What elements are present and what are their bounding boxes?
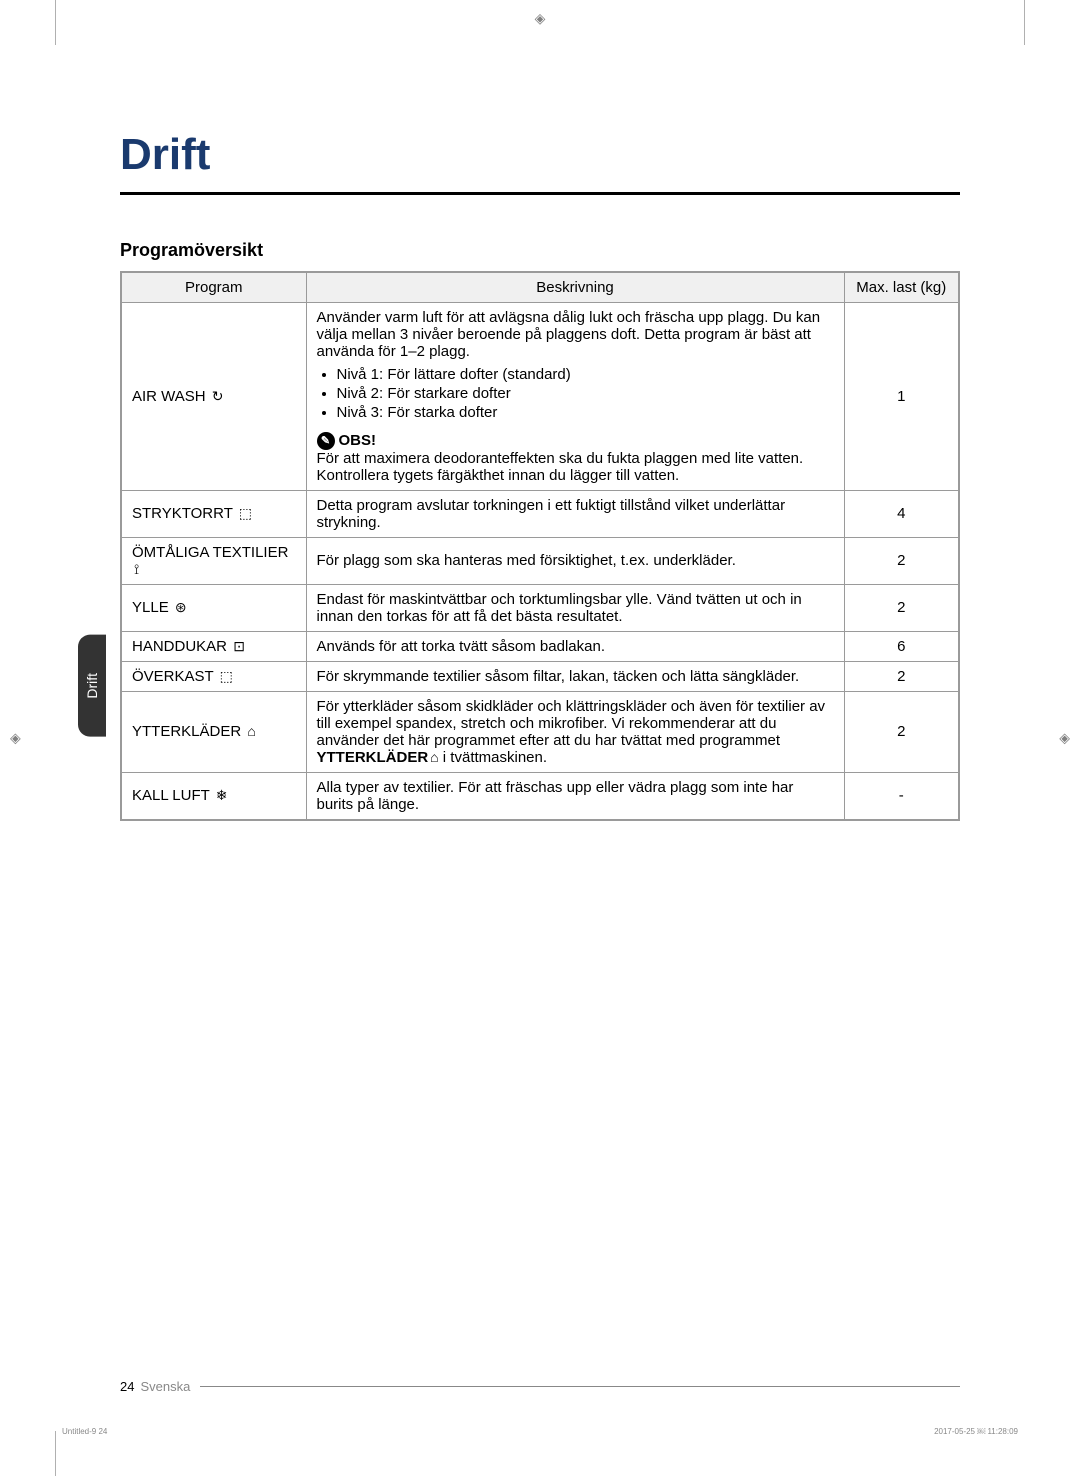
desc-bold: YTTERKLÄDER bbox=[317, 749, 429, 766]
page-number: 24 bbox=[120, 1379, 134, 1394]
list-item: Nivå 3: För starka dofter bbox=[337, 404, 834, 421]
air-wash-icon: ↻ bbox=[212, 388, 224, 405]
program-name: KALL LUFT bbox=[132, 787, 210, 804]
note-text: För att maximera deodoranteffekten ska d… bbox=[317, 450, 834, 484]
program-name: STRYKTORRT bbox=[132, 505, 233, 522]
footer-divider bbox=[200, 1386, 960, 1387]
table-header-row: Program Beskrivning Max. last (kg) bbox=[121, 272, 959, 303]
level-list: Nivå 1: För lättare dofter (standard) Ni… bbox=[337, 366, 834, 421]
note-label-text: OBS! bbox=[339, 432, 377, 449]
max-load-cell: - bbox=[844, 772, 959, 820]
desc-part1: För ytterkläder såsom skidkläder och klä… bbox=[317, 698, 826, 749]
delicate-icon: ⟟ bbox=[134, 561, 139, 578]
program-name: ÖVERKAST bbox=[132, 668, 213, 685]
crop-line bbox=[1024, 0, 1025, 45]
description-cell: Endast för maskintvättbar och torktumlin… bbox=[306, 584, 844, 631]
max-load-cell: 2 bbox=[844, 584, 959, 631]
program-name: AIR WASH bbox=[132, 388, 206, 405]
program-name-cell: HANDDUKAR ⊡ bbox=[121, 631, 306, 661]
list-item: Nivå 1: För lättare dofter (standard) bbox=[337, 366, 834, 383]
crop-mark-icon: ◈ bbox=[1059, 730, 1070, 747]
table-row: YTTERKLÄDER ⌂ För ytterkläder såsom skid… bbox=[121, 691, 959, 772]
description-cell: För plagg som ska hanteras med försiktig… bbox=[306, 537, 844, 584]
program-name-cell: ÖMTÅLIGA TEXTILIER ⟟ bbox=[121, 537, 306, 584]
section-subtitle: Programöversikt bbox=[120, 240, 960, 261]
table-row: STRYKTORRT ⬚ Detta program avslutar tork… bbox=[121, 490, 959, 537]
header-program: Program bbox=[121, 272, 306, 303]
wool-icon: ⊛ bbox=[175, 599, 187, 616]
max-load-cell: 2 bbox=[844, 661, 959, 691]
max-load-cell: 2 bbox=[844, 537, 959, 584]
table-row: KALL LUFT ❄ Alla typer av textilier. För… bbox=[121, 772, 959, 820]
crop-mark-icon: ◈ bbox=[535, 10, 546, 27]
note-block: ✎ OBS! bbox=[317, 431, 834, 450]
program-name-cell: KALL LUFT ❄ bbox=[121, 772, 306, 820]
max-load-cell: 2 bbox=[844, 691, 959, 772]
doc-file-name: Untitled-9 24 bbox=[62, 1427, 107, 1436]
header-description: Beskrivning bbox=[306, 272, 844, 303]
desc-part2: i tvättmaskinen. bbox=[439, 749, 547, 766]
description-cell: Använder varm luft för att avlägsna dåli… bbox=[306, 303, 844, 491]
towels-icon: ⊡ bbox=[233, 638, 245, 655]
table-row: HANDDUKAR ⊡ Används för att torka tvätt … bbox=[121, 631, 959, 661]
table-row: ÖMTÅLIGA TEXTILIER ⟟ För plagg som ska h… bbox=[121, 537, 959, 584]
outdoor-icon: ⌂ bbox=[247, 723, 255, 739]
description-cell: Detta program avslutar torkningen i ett … bbox=[306, 490, 844, 537]
max-load-cell: 4 bbox=[844, 490, 959, 537]
table-row: AIR WASH ↻ Använder varm luft för att av… bbox=[121, 303, 959, 491]
program-name: HANDDUKAR bbox=[132, 638, 227, 655]
program-name: YLLE bbox=[132, 599, 169, 616]
crop-mark-icon: ◈ bbox=[10, 730, 21, 747]
header-max-load: Max. last (kg) bbox=[844, 272, 959, 303]
title-divider bbox=[120, 192, 960, 195]
side-tab: Drift bbox=[78, 635, 106, 737]
crop-line bbox=[55, 0, 56, 45]
outdoor-icon: ⌂ bbox=[430, 749, 438, 765]
max-load-cell: 6 bbox=[844, 631, 959, 661]
doc-timestamp: 2017-05-25 ￼ 11:28:09 bbox=[934, 1427, 1018, 1436]
iron-dry-icon: ⬚ bbox=[239, 505, 252, 522]
table-row: YLLE ⊛ Endast för maskintvättbar och tor… bbox=[121, 584, 959, 631]
page-footer: 24 Svenska bbox=[120, 1379, 960, 1394]
table-row: ÖVERKAST ⬚ För skrymmande textilier såso… bbox=[121, 661, 959, 691]
note-icon: ✎ bbox=[317, 432, 335, 450]
program-name-cell: YTTERKLÄDER ⌂ bbox=[121, 691, 306, 772]
description-cell: Används för att torka tvätt såsom badlak… bbox=[306, 631, 844, 661]
list-item: Nivå 2: För starkare dofter bbox=[337, 385, 834, 402]
program-name-cell: ÖVERKAST ⬚ bbox=[121, 661, 306, 691]
program-name: ÖMTÅLIGA TEXTILIER bbox=[132, 544, 288, 561]
program-table: Program Beskrivning Max. last (kg) AIR W… bbox=[120, 271, 960, 821]
description-cell: För skrymmande textilier såsom filtar, l… bbox=[306, 661, 844, 691]
program-name-cell: STRYKTORRT ⬚ bbox=[121, 490, 306, 537]
page-title: Drift bbox=[120, 130, 960, 180]
program-name: YTTERKLÄDER bbox=[132, 723, 241, 740]
program-name-cell: YLLE ⊛ bbox=[121, 584, 306, 631]
note-label: ✎ OBS! bbox=[317, 432, 377, 450]
max-load-cell: 1 bbox=[844, 303, 959, 491]
description-text: Använder varm luft för att avlägsna dåli… bbox=[317, 309, 834, 360]
bedding-icon: ⬚ bbox=[220, 668, 233, 685]
footer-language: Svenska bbox=[140, 1379, 190, 1394]
document-info: Untitled-9 24 2017-05-25 ￼ 11:28:09 bbox=[62, 1427, 1018, 1436]
page-content: Drift Programöversikt Program Beskrivnin… bbox=[0, 0, 1080, 881]
description-cell: Alla typer av textilier. För att fräscha… bbox=[306, 772, 844, 820]
cold-air-icon: ❄ bbox=[216, 787, 228, 804]
description-cell: För ytterkläder såsom skidkläder och klä… bbox=[306, 691, 844, 772]
crop-line bbox=[55, 1431, 56, 1476]
program-name-cell: AIR WASH ↻ bbox=[121, 303, 306, 491]
